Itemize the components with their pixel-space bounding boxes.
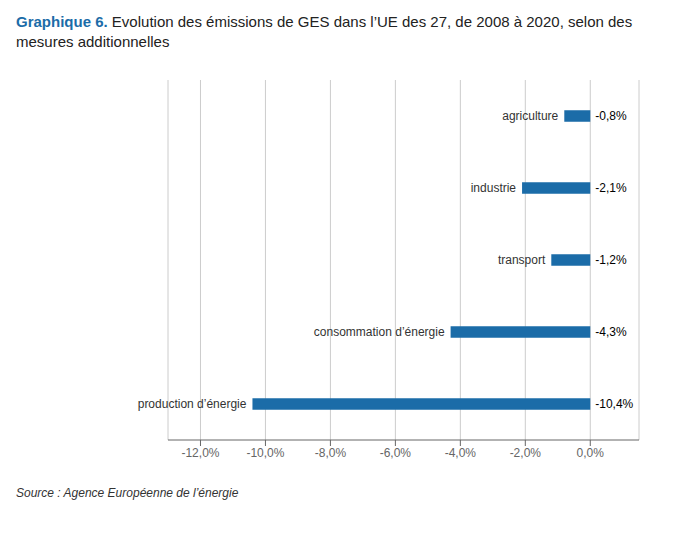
svg-text:-8,0%: -8,0%	[315, 446, 347, 460]
svg-text:-10,4%: -10,4%	[595, 397, 633, 411]
html-text:Source : Agence Européenne de: Source : Agence Européenne de l’énergie	[16, 486, 239, 500]
svg-text:-0,8%: -0,8%	[595, 109, 627, 123]
svg-text:consommation d’énergie: consommation d’énergie	[314, 325, 445, 339]
svg-text:-6,0%: -6,0%	[380, 446, 412, 460]
svg-text:production d’énergie: production d’énergie	[138, 397, 247, 411]
svg-text:-4,3%: -4,3%	[595, 325, 627, 339]
svg-text:-4,0%: -4,0%	[445, 446, 477, 460]
svg-text:-12,0%: -12,0%	[181, 446, 219, 460]
svg-text:industrie: industrie	[471, 181, 517, 195]
svg-text:agriculture: agriculture	[502, 109, 558, 123]
svg-text:-2,1%: -2,1%	[595, 181, 627, 195]
svg-text:0,0%: 0,0%	[577, 446, 605, 460]
svg-text:-10,0%: -10,0%	[246, 446, 284, 460]
html-text:Graphique 6. Evolution des émi: Graphique 6. Evolution des émissions de …	[16, 13, 633, 50]
svg-text:-1,2%: -1,2%	[595, 253, 627, 267]
svg-text:-2,0%: -2,0%	[510, 446, 542, 460]
svg-text:transport: transport	[498, 253, 546, 267]
